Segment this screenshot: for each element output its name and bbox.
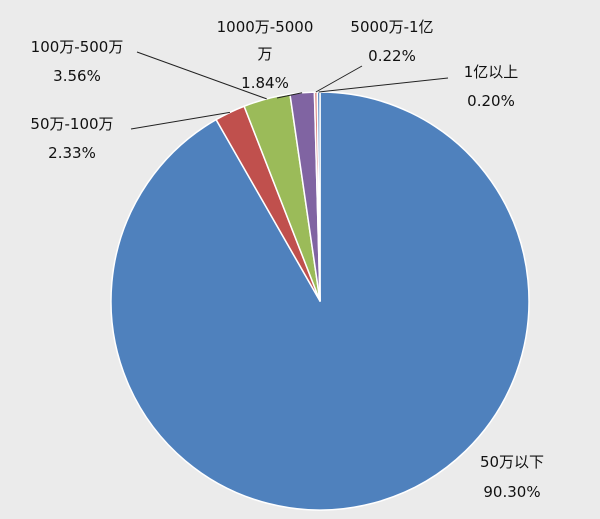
slice-label-50wan-below-value: 90.30%	[483, 483, 540, 501]
slice-label-5000wan-1yi-value: 0.22%	[368, 47, 416, 65]
slice-label-50-100wan-category: 50万-100万	[30, 115, 113, 133]
slice-label-1000-5000wan-value: 1.84%	[241, 74, 289, 92]
slice-label-5000wan-1yi-category: 5000万-1亿	[350, 18, 433, 36]
slice-label-1000-5000wan-category-line2: 万	[257, 45, 272, 63]
slice-label-100-500wan-value: 3.56%	[53, 67, 101, 85]
leader-line-5	[318, 77, 449, 93]
slice-label-1yi-above-category: 1亿以上	[464, 63, 519, 81]
slice-label-50-100wan-value: 2.33%	[48, 144, 96, 162]
slice-label-1000-5000wan-category-line1: 1000万-5000	[217, 18, 314, 36]
slice-label-1yi-above-value: 0.20%	[467, 92, 515, 110]
leader-line-3	[276, 92, 303, 99]
leader-line-4	[315, 65, 363, 93]
leader-line-2	[136, 51, 267, 100]
leader-lines	[130, 51, 449, 130]
pie-slices	[110, 91, 530, 511]
slice-label-100-500wan-category: 100万-500万	[31, 38, 124, 56]
slice-label-50wan-below-category: 50万以下	[480, 453, 544, 471]
leader-line-1	[130, 111, 230, 130]
